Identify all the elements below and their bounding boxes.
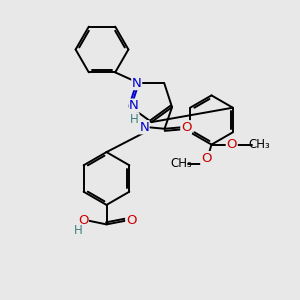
- Text: CH₃: CH₃: [249, 138, 270, 151]
- Text: CH₃: CH₃: [170, 157, 192, 170]
- Text: N: N: [129, 99, 139, 112]
- Text: N: N: [139, 121, 149, 134]
- Text: N: N: [132, 76, 142, 89]
- Text: O: O: [126, 214, 136, 227]
- Text: O: O: [227, 138, 237, 151]
- Text: H: H: [74, 224, 82, 238]
- Text: O: O: [78, 214, 88, 227]
- Text: O: O: [201, 152, 211, 165]
- Text: O: O: [181, 121, 191, 134]
- Text: H: H: [130, 113, 139, 126]
